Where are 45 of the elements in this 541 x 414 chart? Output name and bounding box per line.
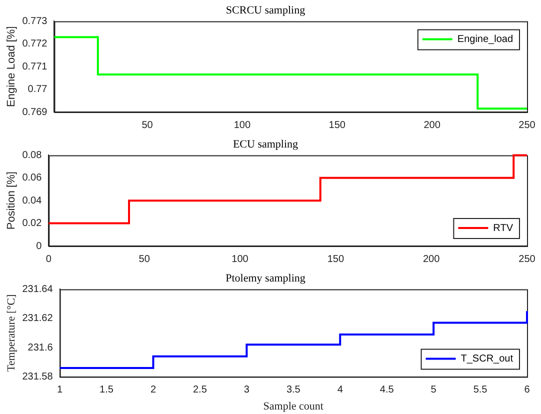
y-tick-label: 0.08 xyxy=(22,150,42,161)
x-tick-label: 3 xyxy=(244,384,250,396)
x-tick-label: 1 xyxy=(57,384,64,396)
legend-label: T_SCR_out xyxy=(460,354,514,365)
x-tick-label: 200 xyxy=(424,120,441,131)
x-tick-label: 2.5 xyxy=(192,384,208,396)
y-tick-label: 0.771 xyxy=(22,61,48,72)
x-tick-label: 50 xyxy=(142,120,154,131)
x-tick-label: 3.5 xyxy=(286,384,301,396)
x-tick-label: 250 xyxy=(518,120,536,131)
x-tick-label: 200 xyxy=(422,254,440,265)
chart-title: Ptolemy sampling xyxy=(226,272,306,284)
y-axis-title: Engine Load [%] xyxy=(6,26,18,107)
y-tick-label: 231.64 xyxy=(22,284,54,295)
y-tick-label: 231.58 xyxy=(22,372,54,383)
x-tick-label: 5 xyxy=(430,384,437,396)
y-axis-title: Position [%] xyxy=(6,172,18,230)
y-axis-title: Temperature [°C] xyxy=(5,294,18,372)
x-tick-label: 100 xyxy=(234,120,251,131)
x-axis-title: Sample count xyxy=(263,400,324,412)
x-tick-label: 4 xyxy=(337,384,344,396)
y-tick-label: 231.62 xyxy=(22,313,54,324)
y-tick-label: 0.04 xyxy=(22,195,42,206)
y-tick-label: 0.06 xyxy=(22,172,42,184)
y-tick-label: 0 xyxy=(36,240,42,252)
x-tick-label: 4.5 xyxy=(380,384,394,396)
legend-label: RTV xyxy=(493,222,514,234)
y-tick-label: 0.77 xyxy=(28,84,48,96)
y-tick-label: 0.769 xyxy=(22,106,48,118)
x-tick-label: 2 xyxy=(150,384,156,396)
x-tick-label: 6 xyxy=(524,384,530,396)
legend-label: Engine_load xyxy=(457,34,514,45)
x-tick-label: 100 xyxy=(232,254,249,265)
chart-title: SCRCU sampling xyxy=(226,4,306,16)
x-tick-label: 150 xyxy=(327,254,344,265)
y-tick-label: 0.772 xyxy=(22,38,48,50)
x-tick-label: 1.5 xyxy=(100,384,114,396)
y-tick-label: 0.773 xyxy=(22,16,48,27)
x-tick-label: 5.5 xyxy=(473,384,488,396)
y-tick-label: 231.6 xyxy=(28,342,54,354)
x-tick-label: 50 xyxy=(138,254,150,265)
chart-title: ECU sampling xyxy=(232,138,299,150)
x-tick-label: 150 xyxy=(328,120,346,131)
y-tick-label: 0.02 xyxy=(22,218,42,230)
x-tick-label: 250 xyxy=(518,254,536,265)
